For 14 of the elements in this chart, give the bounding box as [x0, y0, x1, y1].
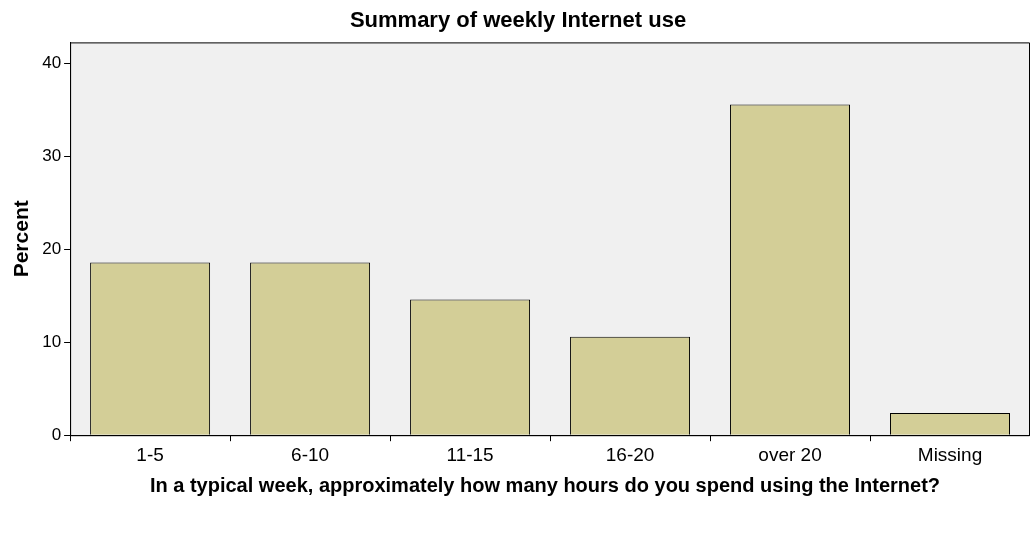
y-tick-label: 10 — [42, 332, 62, 352]
x-tick-label: Missing — [917, 443, 983, 465]
y-axis-title: Percent — [9, 200, 33, 278]
x-tick-label: 16-20 — [605, 443, 655, 465]
y-tick-label: 30 — [42, 146, 62, 166]
x-tick-label: 1-5 — [136, 443, 164, 465]
x-axis-title: In a typical week, approximately how many hours do you spend using the Internet? — [148, 474, 942, 496]
chart-title: Summary of weekly Internet use — [349, 7, 687, 33]
y-tick-label: 0 — [51, 424, 62, 444]
y-tick-label: 40 — [42, 53, 62, 73]
x-tick-label: 6-10 — [291, 443, 330, 465]
y-tick-label: 20 — [42, 239, 62, 259]
x-tick-label: over 20 — [758, 443, 822, 465]
x-tick-label: 11-15 — [446, 443, 494, 465]
